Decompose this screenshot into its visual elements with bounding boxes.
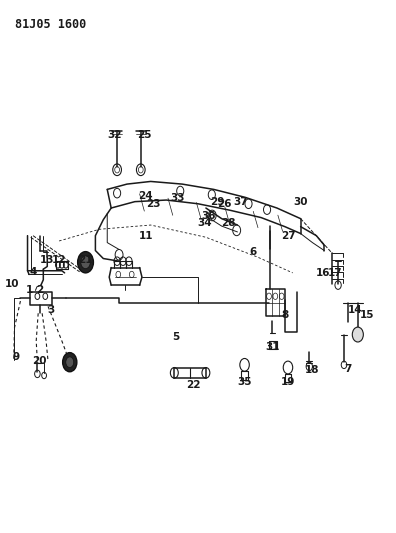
Text: 2: 2	[36, 286, 43, 295]
Text: 15: 15	[360, 310, 374, 320]
Text: 28: 28	[221, 218, 236, 228]
Text: 33: 33	[170, 193, 185, 204]
Text: 30: 30	[293, 197, 308, 207]
Text: 8: 8	[281, 310, 288, 320]
Circle shape	[81, 256, 90, 269]
Text: 12: 12	[52, 255, 67, 265]
Text: 3: 3	[48, 305, 55, 315]
Text: 22: 22	[186, 379, 200, 390]
Text: 19: 19	[281, 377, 295, 387]
Text: 25: 25	[137, 130, 152, 140]
Text: 21: 21	[78, 255, 93, 265]
Text: 16: 16	[316, 268, 331, 278]
Text: 81J05 1600: 81J05 1600	[15, 18, 86, 31]
Circle shape	[78, 252, 93, 273]
Text: 36: 36	[202, 211, 216, 221]
Text: 20: 20	[32, 356, 47, 366]
Text: 31: 31	[265, 342, 280, 352]
Text: 24: 24	[139, 191, 153, 201]
Text: 10: 10	[4, 279, 19, 288]
Circle shape	[63, 353, 77, 372]
Text: 29: 29	[210, 197, 224, 207]
Circle shape	[66, 357, 74, 368]
Text: 27: 27	[281, 231, 295, 241]
Text: 1: 1	[25, 286, 33, 295]
Text: 23: 23	[147, 199, 161, 209]
Text: 35: 35	[237, 377, 252, 387]
Text: 4: 4	[29, 267, 37, 277]
Text: 18: 18	[305, 365, 320, 375]
Text: 37: 37	[233, 197, 248, 207]
Text: 5: 5	[173, 332, 180, 342]
Text: 26: 26	[217, 199, 232, 209]
Text: 34: 34	[198, 218, 212, 228]
Text: 11: 11	[139, 231, 153, 241]
Text: 17: 17	[328, 268, 343, 278]
Text: 32: 32	[107, 130, 122, 140]
Text: 9: 9	[13, 352, 20, 362]
Text: 14: 14	[348, 305, 362, 315]
Circle shape	[352, 327, 364, 342]
Text: 6: 6	[249, 247, 257, 256]
Text: 7: 7	[344, 364, 352, 374]
Text: 13: 13	[40, 255, 55, 265]
